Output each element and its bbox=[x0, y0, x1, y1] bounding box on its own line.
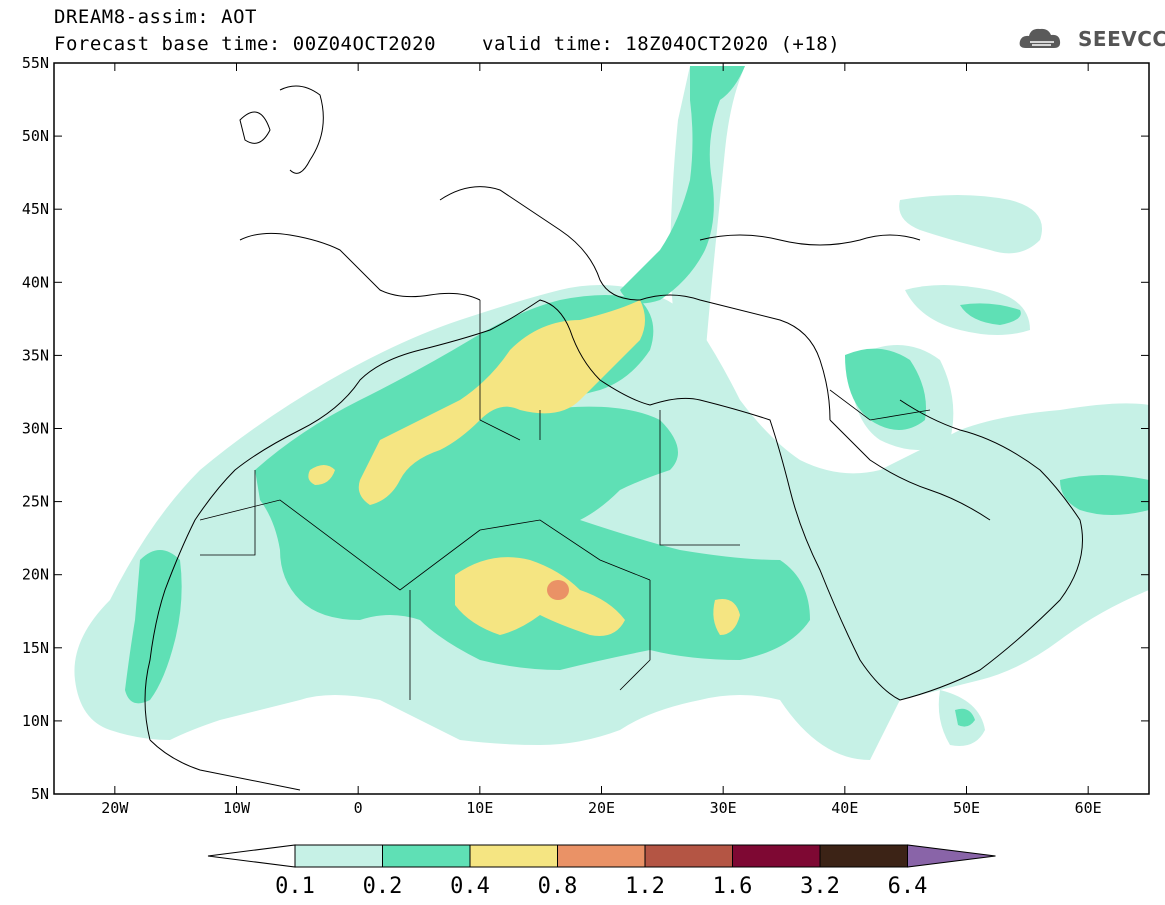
colorbar-label: 1.6 bbox=[713, 874, 753, 899]
lat-tick-label: 45N bbox=[22, 200, 49, 218]
lat-tick-label: 55N bbox=[22, 54, 49, 72]
lon-tick-label: 10W bbox=[223, 799, 251, 817]
latitude-axis: 55N 50N 45N 40N 35N 30N 25N 20N 15N 10N 5N bbox=[22, 54, 1149, 803]
valid-time: valid time: 18Z04OCT2020 (+18) bbox=[482, 33, 841, 55]
lon-tick-label: 50E bbox=[953, 799, 980, 817]
cloud-icon bbox=[1019, 28, 1061, 48]
map-title: DREAM8-assim: AOT bbox=[54, 6, 257, 28]
colorbar-label: 0.2 bbox=[363, 874, 403, 899]
colorbar-label: 1.2 bbox=[625, 874, 665, 899]
coastlines bbox=[144, 85, 1083, 791]
aot-band-0.4 bbox=[308, 300, 740, 636]
aot-band-0.8 bbox=[547, 580, 569, 600]
lat-tick-label: 10N bbox=[22, 712, 49, 730]
forecast-base-time: Forecast base time: 00Z04OCT2020 bbox=[54, 33, 437, 55]
lat-tick-label: 25N bbox=[22, 493, 49, 511]
colorbar-swatch bbox=[469, 844, 558, 868]
colorbar-swatch bbox=[382, 844, 471, 868]
colorbar-swatch bbox=[557, 844, 646, 868]
aot-field bbox=[74, 66, 1149, 760]
country-borders bbox=[199, 300, 931, 700]
lat-tick-label: 50N bbox=[22, 127, 49, 145]
lat-tick-label: 5N bbox=[31, 785, 49, 803]
lat-tick-label: 30N bbox=[22, 420, 49, 438]
longitude-axis: 20W 10W 0 10E 20E 30E 40E 50E 60E bbox=[101, 63, 1102, 817]
lat-tick-label: 20N bbox=[22, 566, 49, 584]
colorbar-label: 0.1 bbox=[275, 874, 315, 899]
colorbar-over-arrow bbox=[907, 844, 996, 868]
lon-tick-label: 60E bbox=[1075, 799, 1102, 817]
lon-tick-label: 30E bbox=[710, 799, 737, 817]
lat-tick-label: 35N bbox=[22, 346, 49, 364]
colorbar-swatch bbox=[732, 844, 821, 868]
colorbar-swatch bbox=[644, 844, 733, 868]
lon-tick-label: 20W bbox=[101, 799, 129, 817]
colorbar-label: 6.4 bbox=[888, 874, 928, 899]
colorbar-label: 0.4 bbox=[450, 874, 490, 899]
lon-tick-label: 40E bbox=[831, 799, 858, 817]
lon-tick-label: 10E bbox=[466, 799, 493, 817]
colorbar-label: 3.2 bbox=[800, 874, 840, 899]
colorbar-label: 0.8 bbox=[538, 874, 578, 899]
lon-tick-label: 20E bbox=[588, 799, 615, 817]
colorbar: 0.1 0.2 0.4 0.8 1.2 1.6 3.2 6.4 bbox=[207, 844, 996, 899]
colorbar-swatch bbox=[819, 844, 908, 868]
colorbar-swatch bbox=[294, 844, 383, 868]
lat-tick-label: 15N bbox=[22, 639, 49, 657]
colorbar-under-arrow bbox=[207, 844, 296, 868]
lat-tick-label: 40N bbox=[22, 273, 49, 291]
lon-tick-label: 0 bbox=[354, 799, 363, 817]
logo-text: SEEVCCC bbox=[1078, 27, 1165, 51]
aot-band-0.2 bbox=[125, 66, 1149, 727]
